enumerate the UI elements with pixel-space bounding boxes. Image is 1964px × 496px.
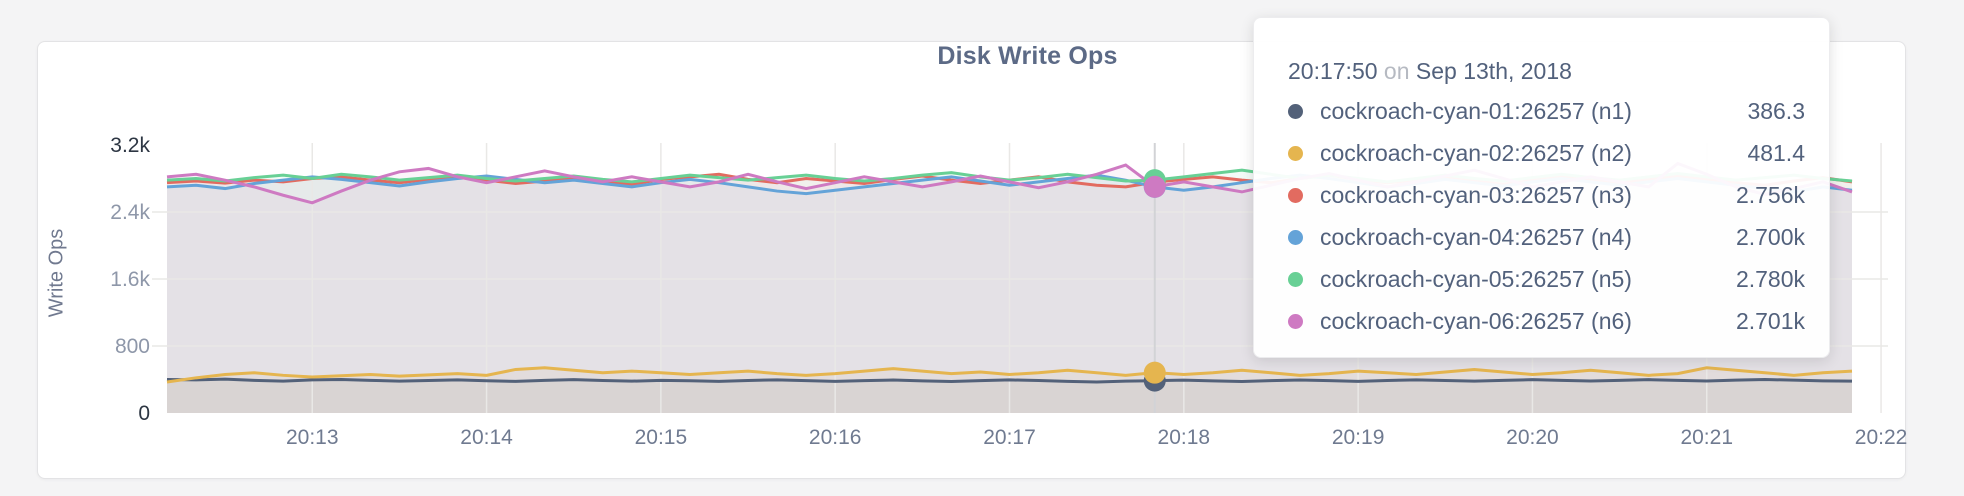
x-tick-label: 20:13 bbox=[285, 426, 339, 449]
series-color-dot-icon bbox=[1288, 103, 1303, 119]
series-label: cockroach-cyan-01:26257 (n1) bbox=[1320, 97, 1632, 124]
series-label: cockroach-cyan-02:26257 (n2) bbox=[1320, 139, 1632, 166]
tooltip-series-row: cockroach-cyan-02:26257 (n2) 481.4 bbox=[1288, 132, 1805, 174]
series-color-dot-icon bbox=[1288, 187, 1303, 203]
x-tick-label: 20:17 bbox=[983, 426, 1036, 449]
y-tick-label: 3.2k bbox=[110, 134, 150, 157]
y-tick-label: 800 bbox=[114, 335, 150, 358]
series-value: 2.756k bbox=[1735, 181, 1805, 208]
tooltip-series-row: cockroach-cyan-04:26257 (n4) 2.700k bbox=[1288, 216, 1805, 258]
series-color-dot-icon bbox=[1288, 145, 1303, 161]
tooltip-header: 20:17:50 on Sep 13th, 2018 bbox=[1288, 56, 1805, 86]
tooltip-rows: cockroach-cyan-01:26257 (n1) 386.3 cockroa… bbox=[1288, 90, 1805, 342]
chart-title: Disk Write Ops bbox=[937, 42, 1118, 70]
hover-tooltip: 20:17:50 on Sep 13th, 2018 cockroach-cya… bbox=[1253, 17, 1830, 358]
tooltip-time: 20:17:50 bbox=[1288, 58, 1378, 84]
y-tick-label: 2.4k bbox=[110, 201, 150, 224]
series-label: cockroach-cyan-04:26257 (n4) bbox=[1320, 223, 1632, 250]
series-value: 2.780k bbox=[1735, 265, 1805, 292]
series-value: 2.701k bbox=[1735, 307, 1805, 334]
x-tick-label: 20:16 bbox=[808, 426, 862, 449]
x-tick-label: 20:21 bbox=[1680, 426, 1734, 449]
x-tick-label: 20:19 bbox=[1331, 426, 1385, 449]
series-color-dot-icon bbox=[1288, 271, 1303, 287]
series-color-dot-icon bbox=[1288, 229, 1303, 245]
x-tick-label: 20:14 bbox=[460, 426, 513, 449]
series-value: 386.3 bbox=[1747, 97, 1805, 124]
x-tick-label: 20:20 bbox=[1506, 426, 1559, 449]
y-tick-label: 0 bbox=[138, 402, 150, 425]
series-label: cockroach-cyan-05:26257 (n5) bbox=[1320, 265, 1632, 292]
series-value: 481.4 bbox=[1747, 139, 1805, 166]
series-value: 2.700k bbox=[1735, 223, 1805, 250]
tooltip-series-row: cockroach-cyan-03:26257 (n3) 2.756k bbox=[1288, 174, 1805, 216]
series-label: cockroach-cyan-03:26257 (n3) bbox=[1320, 181, 1632, 208]
tooltip-series-row: cockroach-cyan-06:26257 (n6) 2.701k bbox=[1288, 300, 1805, 342]
x-tick-label: 20:22 bbox=[1854, 426, 1908, 449]
series-color-dot-icon bbox=[1288, 313, 1303, 329]
x-tick-label: 20:15 bbox=[634, 426, 688, 449]
tooltip-conjunction: on bbox=[1383, 58, 1410, 84]
x-tick-label: 20:18 bbox=[1157, 426, 1211, 449]
hover-point-dot bbox=[1143, 361, 1166, 384]
tooltip-series-row: cockroach-cyan-01:26257 (n1) 386.3 bbox=[1288, 90, 1805, 132]
tooltip-series-row: cockroach-cyan-05:26257 (n5) 2.780k bbox=[1288, 258, 1805, 300]
series-line bbox=[166, 366, 1853, 384]
hover-point-dot bbox=[1143, 175, 1166, 198]
y-tick-label: 1.6k bbox=[110, 268, 150, 291]
series-line bbox=[166, 377, 1853, 384]
tooltip-date: Sep 13th, 2018 bbox=[1415, 58, 1572, 84]
series-label: cockroach-cyan-06:26257 (n6) bbox=[1320, 307, 1632, 334]
